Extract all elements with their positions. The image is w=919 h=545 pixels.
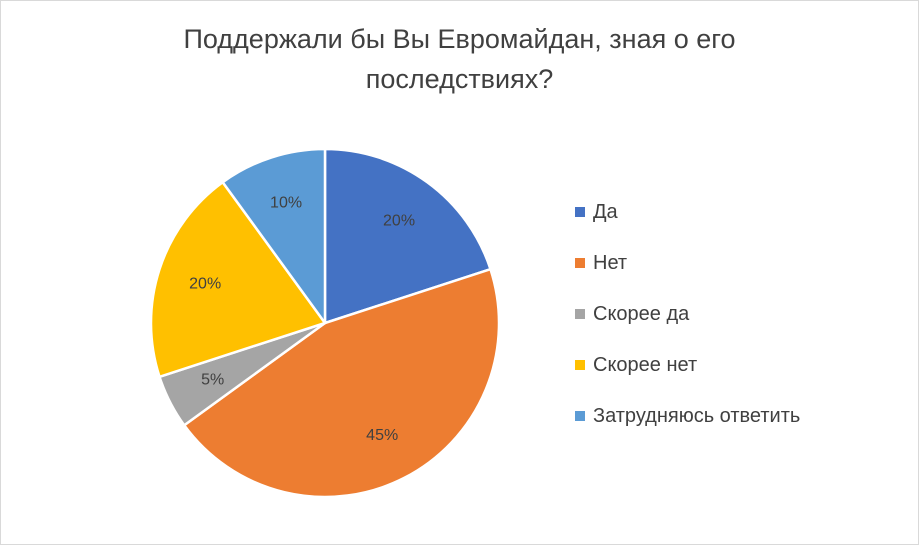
legend-item-2: Нет (575, 249, 800, 300)
chart-title-line-1: Поддержали бы Вы Евромайдан, зная о его (183, 24, 736, 54)
pie-slice-1 (323, 147, 492, 325)
data-label-5: 10% (270, 195, 302, 212)
legend-label-3: Скорее да (593, 303, 690, 325)
legend-swatch-4 (575, 360, 585, 370)
legend-swatch-1 (575, 207, 585, 217)
legend-item-5: Затрудняюсь ответить (575, 402, 800, 453)
chart-title: Поддержали бы Вы Евромайдан, зная о его … (1, 19, 918, 99)
legend: Да Нет Скорее да Скорее нет Затрудняюсь отве… (575, 198, 800, 453)
data-label-3: 5% (201, 372, 224, 389)
legend-item-4: Скорее нет (575, 351, 800, 402)
chart-title-line-2: последствиях? (365, 64, 554, 94)
legend-swatch-2 (575, 258, 585, 268)
data-label-2: 45% (366, 427, 398, 444)
data-label-1: 20% (383, 213, 415, 230)
pie-slice-2 (182, 267, 501, 499)
data-label-4: 20% (189, 276, 221, 293)
legend-label-2: Нет (593, 252, 628, 274)
pie-slice-5 (221, 147, 327, 325)
legend-swatch-5 (575, 411, 585, 421)
legend-label-1: Да (593, 201, 618, 223)
pie-slice-4 (149, 180, 327, 379)
legend-item-1: Да (575, 198, 800, 249)
legend-label-4: Скорее нет (593, 354, 698, 376)
legend-swatch-3 (575, 309, 585, 319)
legend-label-5: Затрудняюсь ответить (593, 405, 801, 427)
legend-item-3: Скорее да (575, 300, 800, 351)
